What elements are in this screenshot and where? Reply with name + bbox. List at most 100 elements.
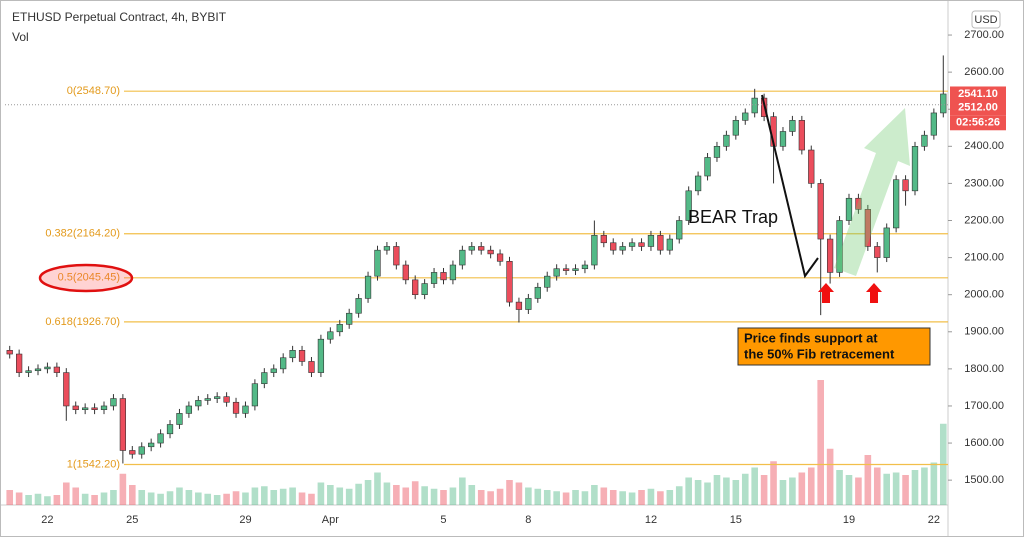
volume-bar [374, 472, 381, 505]
candle-body [600, 235, 607, 244]
price-tag-label: 2541.10 [958, 88, 998, 100]
candle-body [921, 134, 928, 147]
candle-body [779, 131, 787, 147]
candle-body [289, 350, 296, 359]
candle-body [666, 238, 673, 251]
volume-bar [308, 493, 315, 505]
currency-label: USD [974, 14, 997, 26]
volume-bar [91, 495, 98, 505]
volume-bar [770, 461, 777, 505]
bear-trap-arrow [761, 94, 819, 279]
fib-label: 0.382(2164.20) [45, 228, 120, 240]
candle-body [148, 442, 155, 448]
volume-bar [826, 448, 834, 505]
y-tick-label: 2200.00 [964, 214, 1004, 226]
candle-body [63, 372, 70, 407]
volume-bar [732, 480, 740, 505]
volume-bar [779, 480, 787, 505]
fib-label: 0.5(2045.45) [58, 272, 120, 284]
candle-body [91, 407, 98, 410]
volume-bar [892, 472, 900, 505]
candle-body [845, 197, 853, 221]
candle-body [534, 286, 541, 299]
volume-bar [609, 490, 617, 505]
y-tick-label: 2000.00 [964, 289, 1004, 301]
volume-bar [213, 495, 221, 505]
note-text: the 50% Fib retracement [744, 346, 895, 361]
candle-body [911, 146, 919, 192]
volume-bar [760, 475, 768, 505]
candle-body [421, 283, 428, 295]
candle-body [204, 398, 211, 401]
volume-bar [666, 490, 674, 505]
candle-body [449, 264, 457, 281]
candle-body [176, 413, 183, 425]
candle-body [270, 368, 277, 373]
candle-body [751, 97, 758, 114]
x-tick-label: 25 [126, 514, 138, 526]
candle-body [553, 268, 560, 277]
candle-body [138, 446, 145, 455]
bullish-arrow [834, 108, 910, 276]
countdown-label: 02:56:26 [956, 117, 1000, 129]
countdown-tag [950, 115, 1006, 131]
y-tick-label: 2600.00 [964, 66, 1004, 78]
candle-body [694, 175, 702, 192]
volume-bar [270, 490, 278, 505]
candle-body [902, 179, 909, 192]
candle-body [129, 450, 136, 455]
volume-bar [336, 487, 344, 505]
candle-body [826, 238, 834, 273]
volume-bar [204, 493, 212, 505]
volume-bar [572, 490, 579, 505]
volume-bar [393, 485, 400, 505]
y-tick-label: 2700.00 [964, 29, 1004, 41]
candle-body [459, 249, 466, 266]
candle-body [591, 235, 598, 266]
candle-body [374, 249, 381, 277]
note-box [737, 327, 931, 366]
candle-body [572, 268, 579, 271]
x-tick-label: 22 [41, 514, 53, 526]
x-tick-label: 8 [525, 514, 531, 526]
candle-layer [6, 55, 947, 464]
volume-bar [53, 495, 61, 505]
volume-bar [261, 486, 268, 505]
volume-bar [119, 473, 127, 505]
candle-body [430, 272, 438, 284]
candle-body [72, 405, 79, 410]
y-tick-label: 2300.00 [964, 177, 1004, 189]
volume-bar [685, 477, 692, 505]
volume-bar [789, 477, 796, 505]
y-tick-label: 1600.00 [964, 437, 1004, 449]
x-tick-label: 15 [730, 514, 742, 526]
candle-body [732, 120, 739, 136]
candle-body [119, 398, 127, 451]
candle-body [317, 338, 325, 373]
volume-bar [600, 487, 608, 505]
up-arrow [818, 283, 834, 303]
volume-bar [62, 482, 70, 505]
volume-bar [421, 486, 428, 505]
candle-body [685, 190, 692, 221]
candle-body [581, 264, 589, 270]
volume-bar [289, 487, 296, 505]
candle-body [412, 279, 419, 295]
y-tick-label: 1900.00 [964, 326, 1004, 338]
volume-bar [836, 470, 843, 505]
volume-bar [845, 475, 853, 505]
volume-bar [129, 485, 136, 505]
volume-bar [223, 493, 230, 505]
candle-body [232, 401, 240, 414]
candle-body [364, 275, 372, 299]
price-tag [950, 100, 1006, 116]
candle-body [393, 246, 400, 266]
chart-title: ETHUSD Perpetual Contract, 4h, BYBIT [12, 10, 227, 24]
volume-bar [317, 482, 325, 505]
volume-bar [110, 490, 117, 505]
candle-body [798, 120, 805, 151]
candle-body [657, 235, 664, 251]
candle-body [638, 242, 645, 247]
x-tick-label: 5 [440, 514, 446, 526]
